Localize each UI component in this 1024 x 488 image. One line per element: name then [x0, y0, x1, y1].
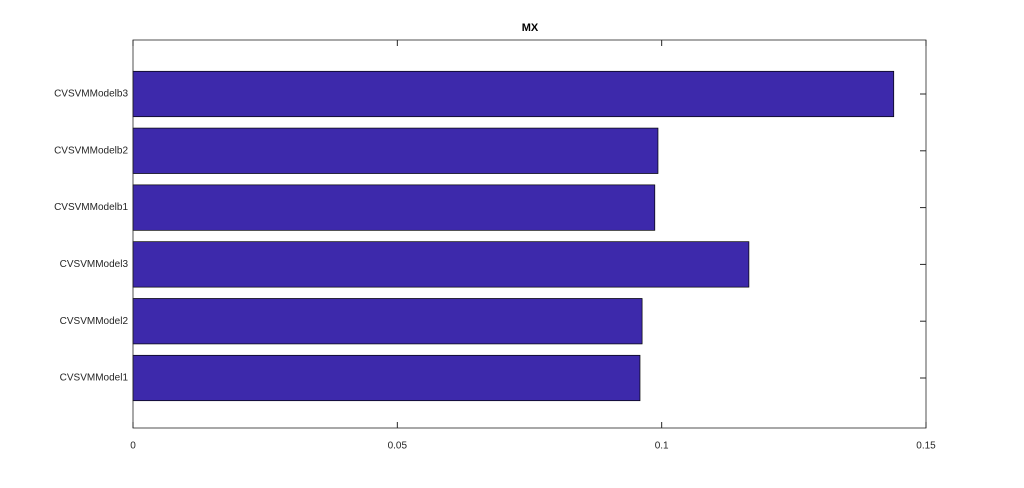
x-tick-label: 0.05 — [388, 441, 408, 452]
y-tick-label: CVSVMModelb3 — [54, 89, 128, 100]
bar — [132, 127, 659, 174]
chart-title: MX — [522, 22, 539, 34]
x-tick-label: 0.1 — [655, 441, 669, 452]
x-tick-label: 0 — [130, 441, 136, 452]
bar — [132, 184, 656, 231]
bar — [132, 354, 641, 402]
plot-frame — [132, 39, 927, 429]
y-tick-label: CVSVMModel2 — [60, 316, 129, 327]
bar — [132, 70, 895, 118]
bar — [132, 298, 643, 345]
y-tick-label: CVSVMModel1 — [60, 373, 129, 384]
x-tick-label: 0.15 — [916, 441, 936, 452]
y-tick-label: CVSVMModelb1 — [54, 202, 128, 213]
bar — [132, 241, 750, 288]
y-tick-label: CVSVMModelb2 — [54, 145, 128, 156]
y-tick-label: CVSVMModel3 — [60, 259, 129, 270]
